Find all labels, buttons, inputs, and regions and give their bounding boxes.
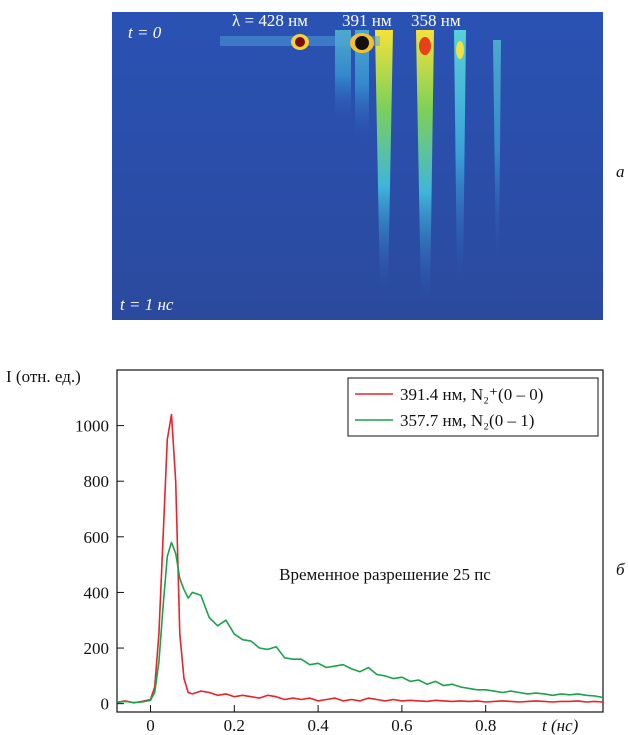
x-tick-label: 0.8 [475,716,496,735]
y-tick-label: 800 [84,472,110,491]
legend-box [347,377,599,437]
plot-frame [116,369,604,713]
y-tick-label: 0 [101,695,110,714]
streak [454,30,466,280]
y-tick-label: 400 [84,583,110,602]
streak [416,30,434,300]
streak-image: t = 0 λ = 428 нм 391 нм 358 нм t = 1 нс [112,11,603,320]
spot [295,37,305,47]
streak [493,40,501,260]
panel-label: б [616,560,625,579]
y-tick-label: 1000 [75,417,109,436]
panel-label: а [616,162,625,181]
y-tick-label: 200 [84,639,110,658]
streak [335,30,351,120]
end-label: t = 1 нс [120,295,174,314]
x-axis-label: t (нс) [542,716,579,735]
streak [355,30,369,140]
spot [419,37,431,55]
data-line [116,541,604,704]
y-axis-label: I (отн. ед.) [6,367,81,386]
start-label: t = 0 [128,23,162,42]
spot [456,41,464,59]
annotation: Временное разрешение 25 пс [279,565,491,584]
wavelength-label: 358 нм [411,11,461,30]
streak [375,30,393,290]
wavelength-label: 391 нм [342,11,392,30]
x-tick-label: 0 [146,716,155,735]
x-tick-label: 0.4 [307,716,329,735]
wavelength-label: λ = 428 нм [232,11,308,30]
x-tick-label: 0.6 [391,716,412,735]
legend-label: 391.4 нм, N₂⁺(0 – 0) [400,385,543,404]
legend-label: 357.7 нм, N₂(0 – 1) [400,411,534,430]
spot [355,36,369,50]
x-tick-label: 0.2 [224,716,245,735]
y-tick-label: 600 [84,528,110,547]
data-line [116,413,604,704]
